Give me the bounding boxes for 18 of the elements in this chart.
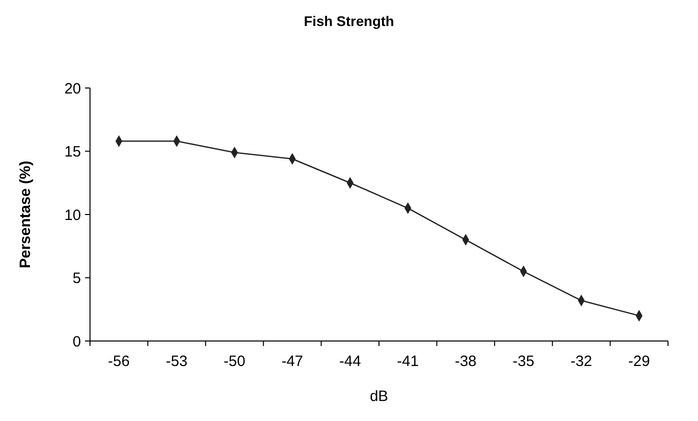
x-tick-label: -35 — [512, 353, 534, 370]
y-tick-label: 0 — [72, 333, 81, 350]
x-axis-title: dB — [370, 388, 388, 405]
y-tick-label: 20 — [64, 80, 81, 98]
y-axis-title: Persentase (%) — [17, 160, 34, 268]
x-tick-label: -29 — [628, 353, 650, 370]
y-tick-label: 10 — [64, 206, 81, 224]
chart-title: Fish Strength — [304, 13, 394, 29]
x-tick-label: -47 — [281, 353, 304, 370]
x-tick-label: -38 — [454, 353, 477, 370]
x-tick-label: -56 — [108, 353, 130, 370]
y-tick-label: 15 — [64, 144, 81, 160]
x-tick-label: -32 — [570, 353, 592, 370]
y-tick-label: 5 — [72, 270, 81, 287]
x-tick-label: -53 — [166, 353, 188, 370]
x-tick-label: -44 — [339, 353, 361, 370]
x-tick-label: -50 — [224, 353, 246, 370]
x-tick-label: -41 — [397, 353, 419, 370]
